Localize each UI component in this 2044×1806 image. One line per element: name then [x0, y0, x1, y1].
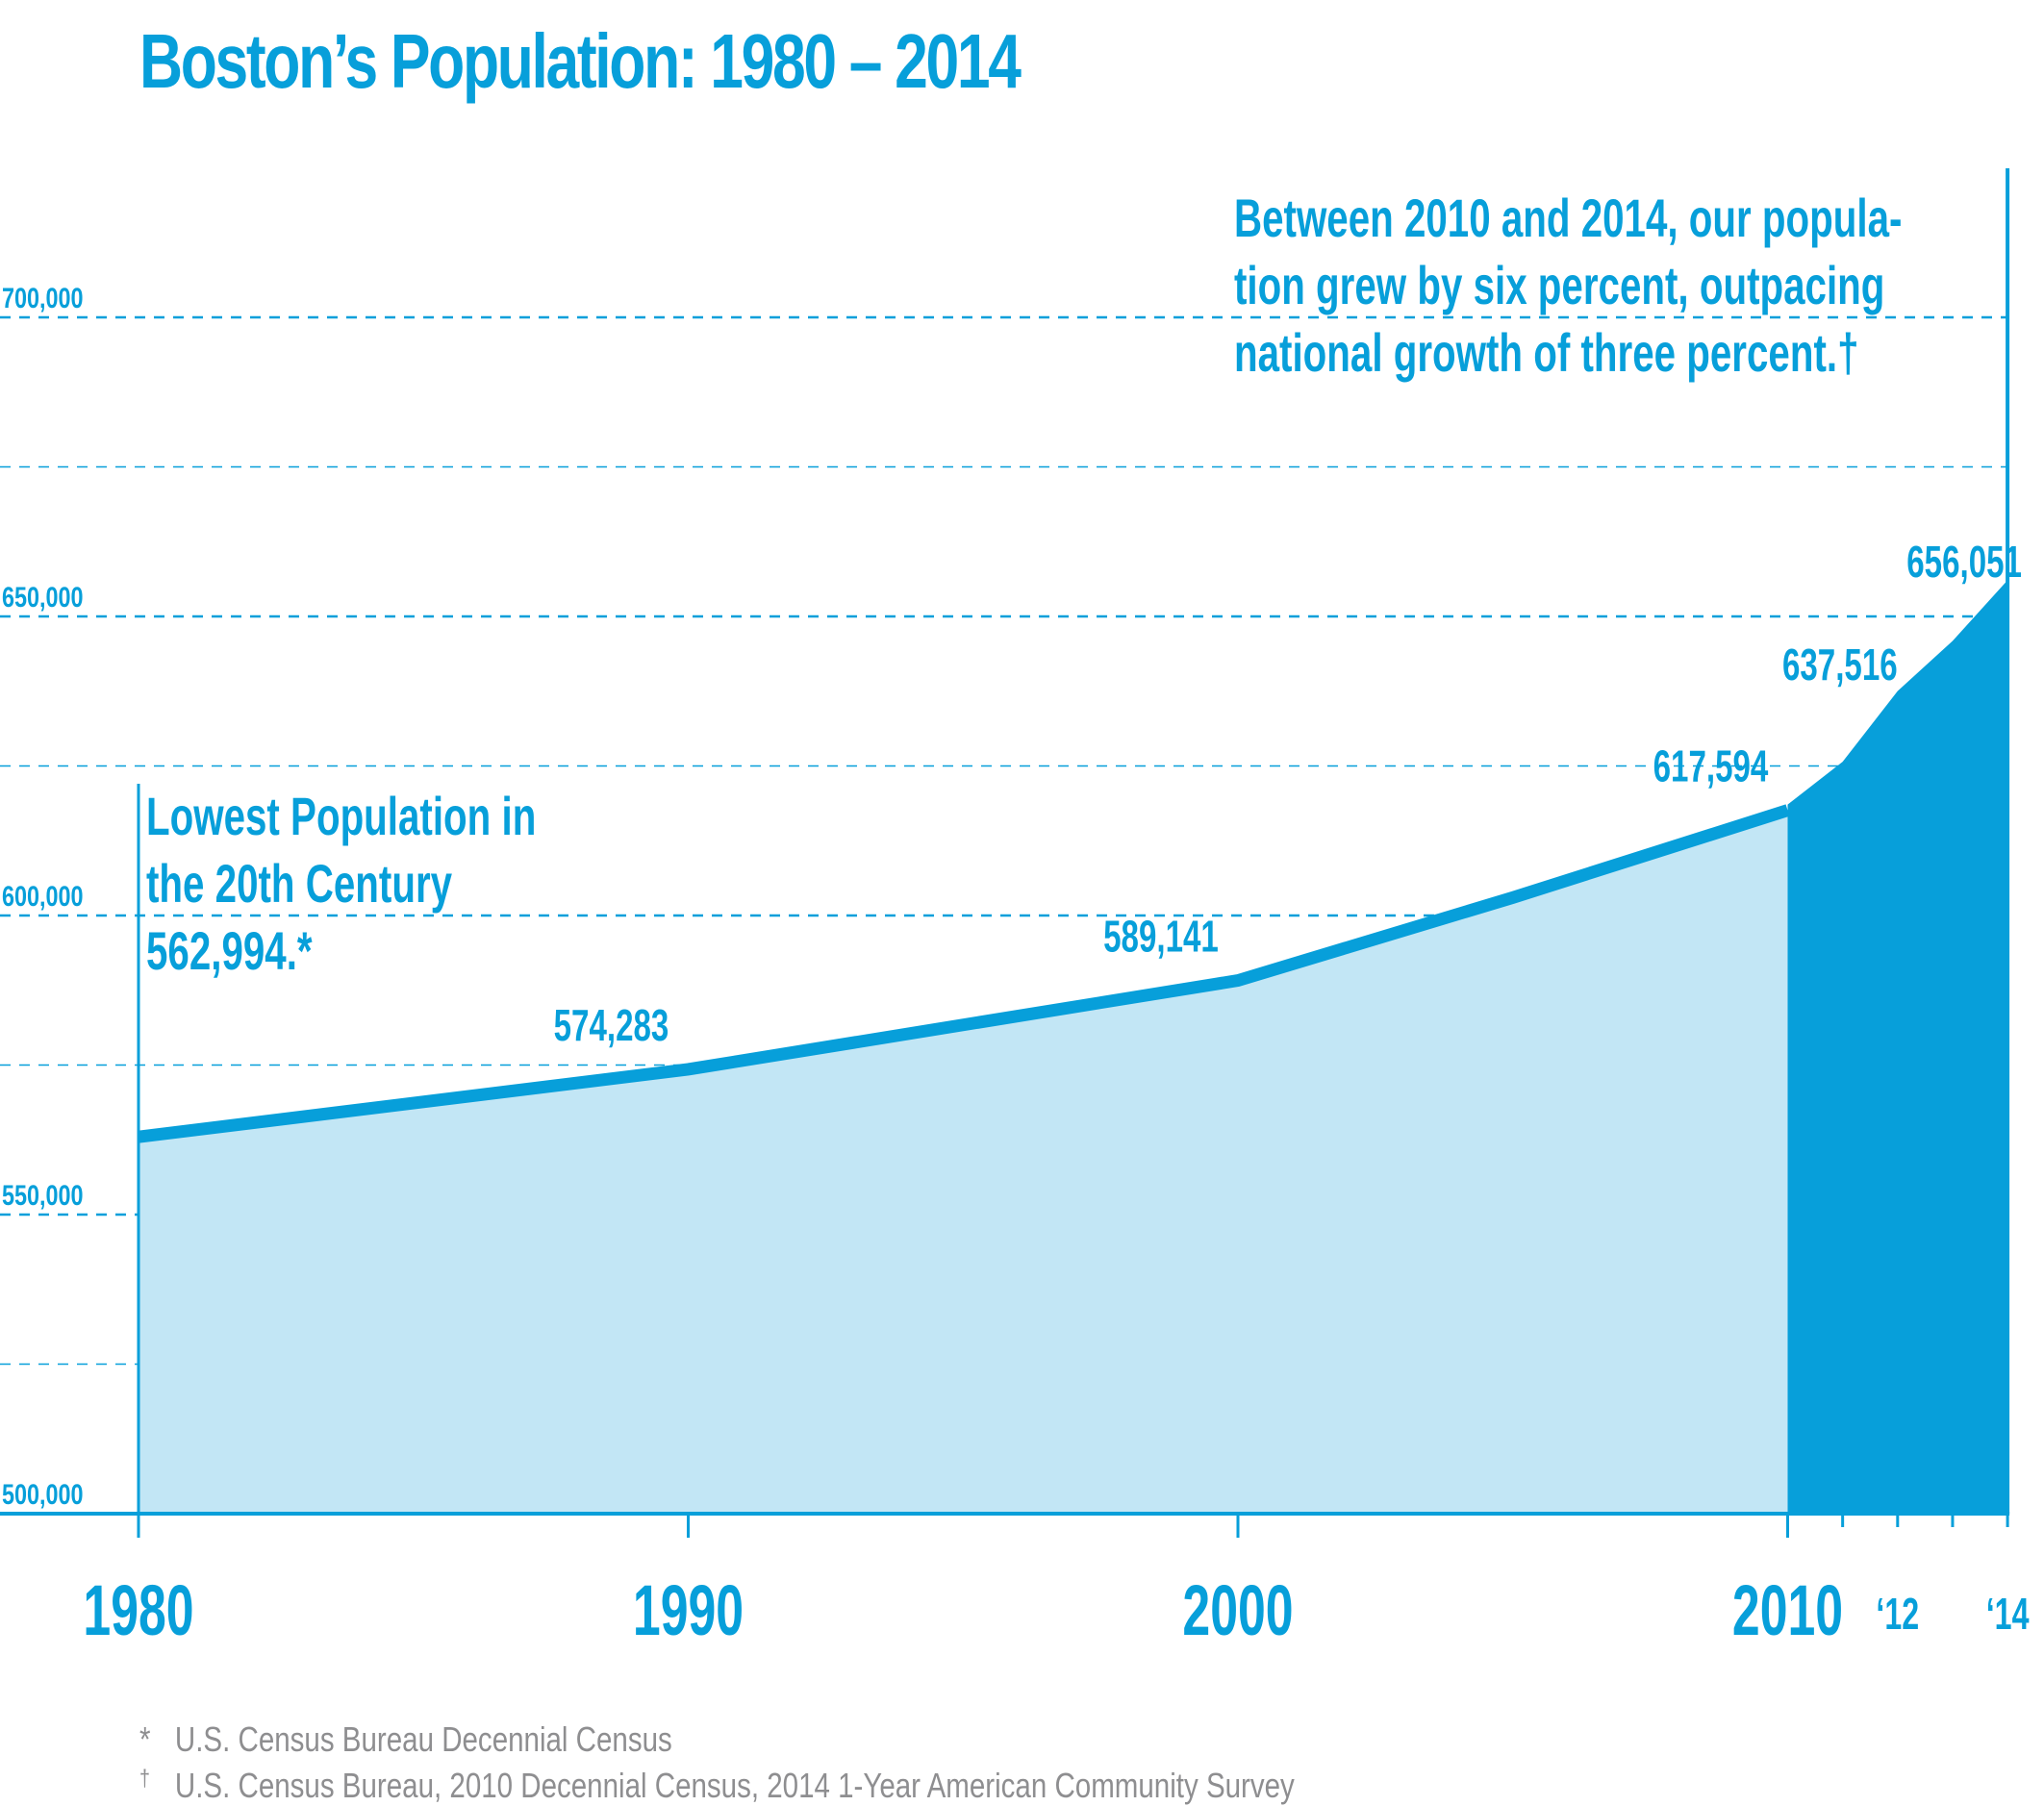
annotation-lowest-line: 562,994.*	[146, 922, 313, 982]
x-tick-label: 1980	[83, 1570, 193, 1650]
annotation-growth-line: Between 2010 and 2014, our popula-	[1234, 189, 1902, 249]
area-fills	[138, 580, 2008, 1514]
annotation-lowest-line: Lowest Population in	[146, 788, 536, 847]
x-tick-label: 1990	[633, 1570, 744, 1650]
axes	[0, 168, 2010, 1538]
x-tick-label: 2000	[1182, 1570, 1293, 1650]
annotation-lowest-line: the 20th Century	[146, 855, 452, 915]
annotation-growth-line: national growth of three percent.†	[1234, 324, 1859, 384]
footnote-mark: †	[139, 1766, 150, 1792]
footnote-text: U.S. Census Bureau Decennial Census	[174, 1719, 672, 1759]
data-label: 656,051	[1906, 539, 2022, 587]
chart-title: Boston’s Population: 1980 – 2014	[139, 18, 1022, 104]
data-label: 617,594	[1653, 742, 1769, 790]
footnote-2: † U.S. Census Bureau, 2010 Decennial Cens…	[139, 1766, 1295, 1806]
y-tick-label: 550,000	[2, 1179, 84, 1211]
footnote-1: * U.S. Census Bureau Decennial Census	[139, 1719, 672, 1760]
data-label: 574,283	[554, 1002, 669, 1050]
x-tick-label: ‘14	[1986, 1590, 2030, 1639]
footnote-mark: *	[139, 1719, 151, 1759]
labels: 500,000 550,000 600,000 650,000 700,000 1980 1…	[2, 189, 2029, 1651]
area-decennial	[139, 810, 1788, 1514]
x-tick-label: ‘12	[1876, 1590, 1919, 1639]
line-decennial	[138, 804, 1790, 1143]
annotation-growth-line: tion grew by six percent, outpacing	[1234, 257, 1884, 316]
footnote-text: U.S. Census Bureau, 2010 Decennial Censu…	[174, 1766, 1295, 1805]
data-label: 589,141	[1103, 913, 1219, 961]
y-tick-label: 500,000	[2, 1478, 84, 1510]
y-tick-label: 700,000	[2, 282, 84, 314]
y-tick-label: 650,000	[2, 581, 84, 613]
x-tick-label: 2010	[1732, 1570, 1843, 1650]
y-tick-label: 600,000	[2, 880, 84, 912]
area-estimates	[1787, 580, 2008, 1514]
data-label: 637,516	[1782, 641, 1898, 690]
